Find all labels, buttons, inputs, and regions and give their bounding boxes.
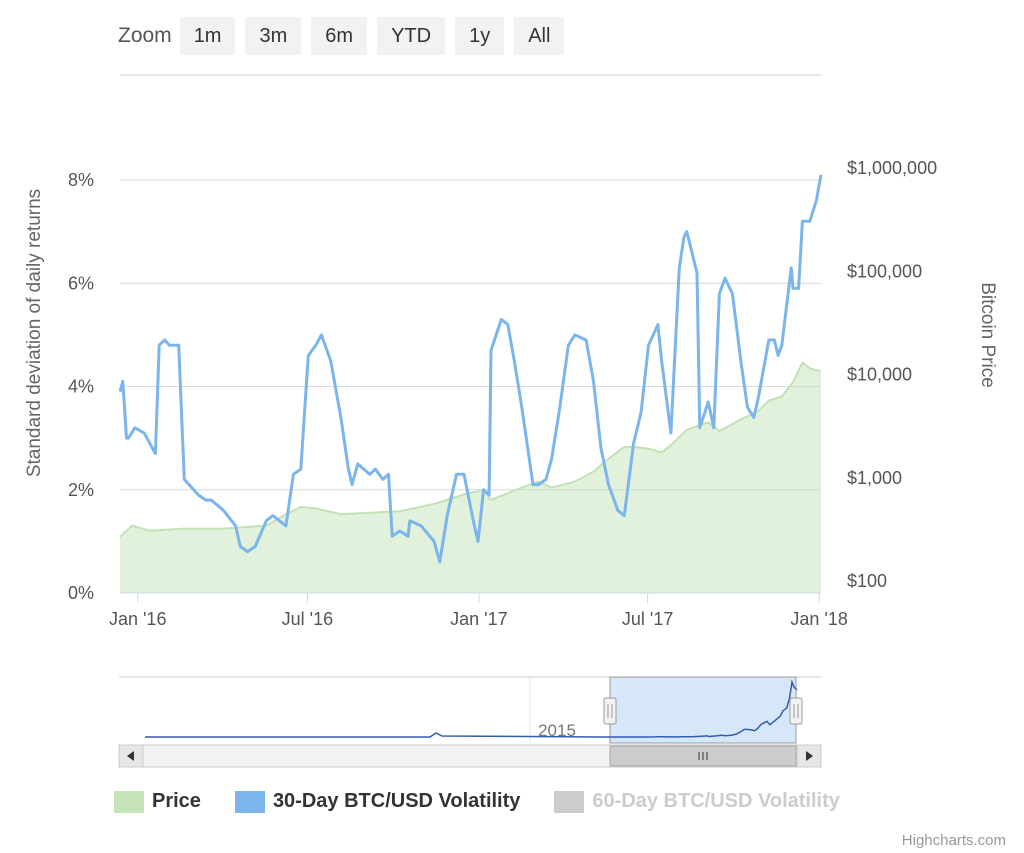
zoom-label: Zoom bbox=[118, 24, 172, 47]
legend-swatch-60day-volatility bbox=[554, 790, 585, 813]
y-right-axis-title: Bitcoin Price bbox=[977, 282, 998, 388]
scrollbar-grip-icon bbox=[698, 752, 708, 760]
zoom-all-button[interactable]: All bbox=[514, 17, 565, 55]
credits-link[interactable]: Highcharts.com bbox=[901, 832, 1006, 849]
zoom-6m-button[interactable]: 6m bbox=[311, 17, 368, 55]
zoom-bar: Zoom 1m 3m 6m YTD 1y All bbox=[118, 16, 574, 56]
legend-item-60day-volatility[interactable]: 60-Day BTC/USD Volatility bbox=[554, 790, 840, 813]
x-tick-label: Jan '17 bbox=[450, 609, 507, 629]
navigator[interactable]: 2015 bbox=[119, 676, 821, 744]
zoom-1m-button[interactable]: 1m bbox=[179, 17, 236, 55]
y-left-tick-label: 2% bbox=[68, 480, 94, 500]
y-left-tick-label: 6% bbox=[68, 273, 94, 293]
legend-label-60day-volatility: 60-Day BTC/USD Volatility bbox=[592, 790, 840, 812]
y-right-tick-label: $1,000 bbox=[847, 468, 902, 488]
navigator-left-handle[interactable] bbox=[603, 697, 617, 725]
price-area bbox=[120, 362, 821, 593]
y-left-tick-label: 8% bbox=[68, 170, 94, 190]
volatility-30day-line bbox=[118, 174, 823, 564]
legend-swatch-price bbox=[114, 790, 144, 813]
y-right-tick-label: $100,000 bbox=[847, 261, 922, 281]
y-left-tick-label: 4% bbox=[68, 377, 94, 397]
y-right-tick-label: $1,000,000 bbox=[847, 158, 937, 178]
y-right-tick-label: $10,000 bbox=[847, 365, 912, 385]
navigator-right-handle[interactable] bbox=[789, 697, 803, 725]
zoom-ytd-button[interactable]: YTD bbox=[377, 17, 446, 55]
y-left-tick-label: 0% bbox=[68, 583, 94, 603]
navigator-year-label: 2015 bbox=[538, 721, 576, 740]
legend-swatch-30day-volatility bbox=[234, 790, 265, 813]
y-left-axis-title: Standard deviation of daily returns bbox=[24, 189, 45, 477]
navigator-selected-range[interactable] bbox=[609, 676, 797, 744]
legend-item-price[interactable]: Price bbox=[114, 790, 201, 813]
legend: Price 30-Day BTC/USD Volatility 60-Day B… bbox=[114, 790, 874, 813]
x-tick-label: Jan '16 bbox=[109, 609, 166, 629]
legend-label-30day-volatility: 30-Day BTC/USD Volatility bbox=[272, 790, 521, 812]
x-tick-label: Jul '16 bbox=[282, 609, 333, 629]
zoom-1y-button[interactable]: 1y bbox=[455, 17, 505, 55]
scrollbar[interactable] bbox=[118, 744, 822, 768]
arrow-left-icon bbox=[127, 751, 134, 761]
legend-item-30day-volatility[interactable]: 30-Day BTC/USD Volatility bbox=[234, 790, 521, 813]
arrow-right-icon bbox=[806, 751, 813, 761]
legend-label-price: Price bbox=[152, 790, 201, 812]
zoom-3m-button[interactable]: 3m bbox=[245, 17, 302, 55]
x-tick-label: Jan '18 bbox=[790, 609, 847, 629]
x-tick-label: Jul '17 bbox=[622, 609, 673, 629]
y-right-tick-label: $100 bbox=[847, 571, 887, 591]
navigator-series-line bbox=[145, 679, 798, 738]
volatility-series bbox=[118, 174, 823, 564]
axes: 0% 2% 4% 6% 8% $100 $1,000 $10,000 $100,000 $1,00… bbox=[68, 158, 937, 629]
